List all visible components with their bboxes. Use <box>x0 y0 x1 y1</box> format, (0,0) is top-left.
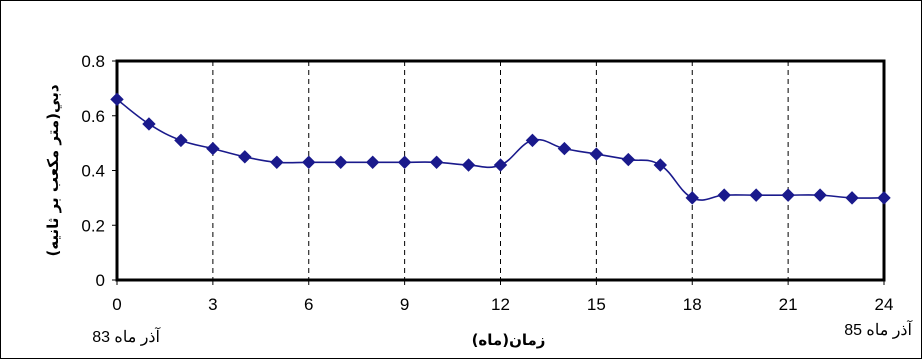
data-point-22 <box>813 188 827 202</box>
y-axis-label: دبي(متر مكعب بر ثانيه) <box>44 84 62 256</box>
data-point-10 <box>429 155 444 169</box>
data-point-16 <box>621 152 636 167</box>
data-point-5 <box>270 155 284 169</box>
x-tick-label: 9 <box>400 295 409 314</box>
data-point-0 <box>110 92 124 107</box>
x-tick-labels: 0 3 6 9 12 15 18 21 24 <box>112 280 893 314</box>
end-date-label: آذر ماه 85 <box>844 319 913 339</box>
y-tick-labels: 0 0.2 0.4 0.6 0.8 <box>81 52 117 290</box>
data-point-4 <box>238 150 252 164</box>
data-point-6 <box>302 155 316 169</box>
data-point-12 <box>493 158 508 172</box>
data-point-7 <box>334 155 348 169</box>
y-tick-label: 0.2 <box>81 216 105 235</box>
series-line <box>116 98 885 201</box>
x-tick-label: 12 <box>491 295 510 314</box>
series-group <box>110 92 891 205</box>
x-tick-label: 18 <box>683 295 702 314</box>
x-tick-label: 3 <box>208 295 217 314</box>
y-tick-label: 0 <box>96 271 105 290</box>
data-point-19 <box>717 188 731 202</box>
data-point-21 <box>781 188 795 202</box>
data-point-18 <box>685 191 699 205</box>
start-date-label: آذر ماه 83 <box>92 326 161 346</box>
x-tick-label: 6 <box>304 295 313 314</box>
data-point-2 <box>174 133 188 148</box>
data-point-13 <box>525 133 540 148</box>
y-tick-label: 0.8 <box>81 52 105 71</box>
data-point-9 <box>397 155 412 169</box>
data-point-23 <box>845 191 859 205</box>
data-point-24 <box>877 191 891 205</box>
x-tick-label: 21 <box>779 295 798 314</box>
data-point-17 <box>653 158 667 172</box>
x-tick-label: 15 <box>587 295 606 314</box>
x-tick-label: 24 <box>875 295 894 314</box>
data-point-14 <box>557 141 572 156</box>
data-point-3 <box>206 141 220 156</box>
y-tick-label: 0.4 <box>81 162 105 181</box>
grid-lines <box>212 61 789 280</box>
data-point-20 <box>749 188 763 202</box>
x-tick-label: 0 <box>112 295 121 314</box>
y-tick-label: 0.6 <box>81 107 105 126</box>
data-point-15 <box>589 147 604 161</box>
data-point-8 <box>365 155 380 169</box>
x-axis-label: زمان(ماه) <box>472 331 546 349</box>
data-point-1 <box>142 117 156 131</box>
data-point-11 <box>461 158 476 172</box>
